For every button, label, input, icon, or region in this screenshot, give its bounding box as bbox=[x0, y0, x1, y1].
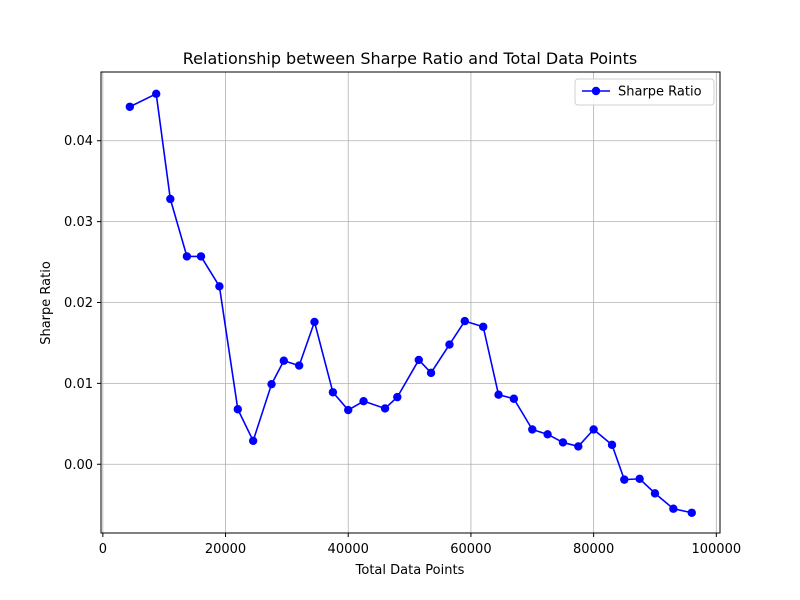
y-axis-label: Sharpe Ratio bbox=[39, 261, 54, 345]
data-point bbox=[233, 405, 243, 414]
data-point bbox=[393, 392, 402, 402]
data-point bbox=[426, 368, 436, 378]
y-tick-label: 0.02 bbox=[64, 296, 93, 311]
data-point bbox=[528, 425, 537, 434]
y-tick-label: 0.03 bbox=[64, 215, 93, 230]
data-point bbox=[328, 388, 338, 397]
data-point bbox=[460, 316, 469, 326]
data-point bbox=[620, 475, 629, 484]
data-point bbox=[687, 508, 696, 517]
data-point bbox=[607, 440, 617, 450]
series-line bbox=[129, 93, 692, 514]
x-tick-label: 0 bbox=[99, 542, 107, 557]
grid-lines bbox=[101, 72, 720, 533]
x-tick-label: 40000 bbox=[328, 542, 369, 557]
data-point bbox=[669, 504, 678, 513]
data-point bbox=[589, 425, 598, 434]
legend-marker-swatch bbox=[591, 86, 601, 96]
data-point bbox=[248, 436, 258, 445]
data-point bbox=[558, 438, 568, 447]
x-tick-label: 20000 bbox=[205, 542, 246, 557]
data-point bbox=[310, 317, 319, 327]
chart-title: Relationship between Sharpe Ratio and To… bbox=[183, 49, 638, 68]
data-point bbox=[380, 404, 390, 413]
x-tick-label: 100000 bbox=[691, 542, 741, 557]
y-tick-label: 0.00 bbox=[64, 458, 93, 473]
data-point bbox=[344, 405, 353, 415]
data-point bbox=[574, 442, 583, 451]
data-point bbox=[414, 355, 423, 365]
series-layer bbox=[125, 89, 696, 517]
y-axis-ticks: 0.00 0.01 0.02 0.03 0.04 bbox=[64, 134, 101, 473]
data-point bbox=[152, 89, 161, 99]
data-point bbox=[635, 474, 644, 484]
data-point bbox=[279, 356, 289, 365]
y-tick-label: 0.01 bbox=[64, 377, 93, 392]
data-point bbox=[478, 322, 488, 331]
data-point bbox=[267, 379, 276, 389]
x-axis-label: Total Data Points bbox=[355, 563, 465, 578]
legend-label: Sharpe Ratio bbox=[618, 85, 702, 100]
x-tick-label: 80000 bbox=[573, 542, 614, 557]
data-point bbox=[650, 489, 660, 498]
data-point bbox=[445, 340, 454, 349]
data-point bbox=[196, 252, 206, 261]
data-point bbox=[166, 194, 175, 204]
x-tick-label: 60000 bbox=[450, 542, 491, 557]
data-point bbox=[359, 396, 368, 406]
legend-box bbox=[574, 78, 715, 106]
data-point bbox=[215, 282, 224, 291]
data-point bbox=[182, 252, 192, 261]
data-point bbox=[543, 430, 552, 439]
x-axis-ticks: 0 20000 40000 60000 80000 100000 bbox=[99, 533, 741, 557]
legend: Sharpe Ratio bbox=[574, 78, 715, 106]
data-point bbox=[125, 102, 135, 111]
y-tick-label: 0.04 bbox=[64, 134, 93, 149]
data-point bbox=[494, 390, 503, 399]
data-point bbox=[509, 394, 519, 403]
data-point bbox=[294, 361, 304, 370]
